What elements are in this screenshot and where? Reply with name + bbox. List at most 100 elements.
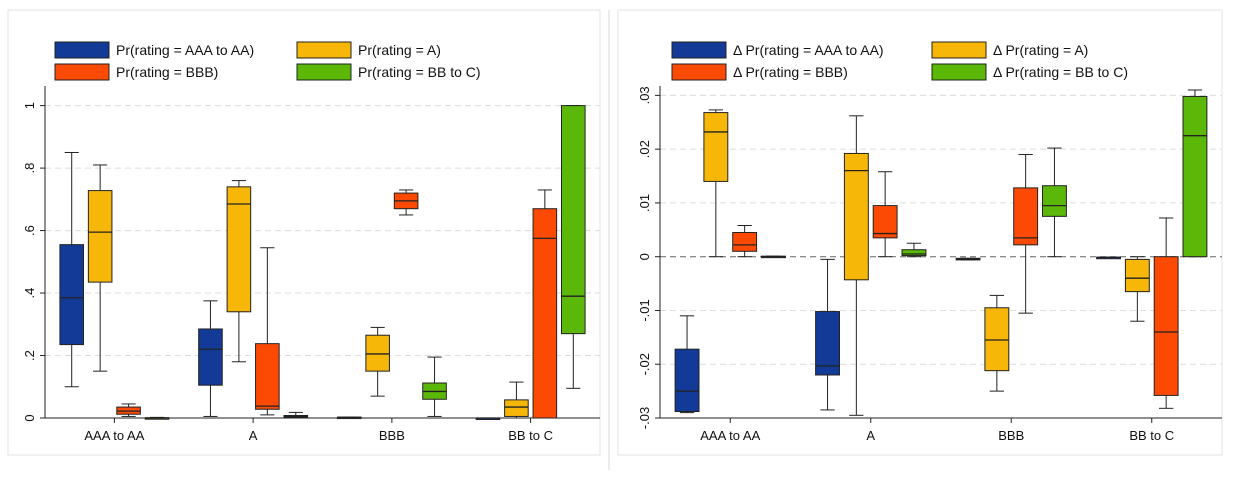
legend-item-2: Δ Pr(rating = A)	[931, 41, 1088, 59]
y-tick-label: .01	[637, 194, 652, 212]
box-body	[1013, 187, 1039, 246]
legend-label: Pr(rating = AAA to AA)	[116, 42, 254, 58]
box-3-1	[732, 225, 758, 258]
box-3-2	[872, 171, 898, 258]
box-body	[532, 208, 558, 419]
box-body	[59, 244, 85, 346]
box-1-2	[198, 300, 223, 417]
box-4-4	[560, 105, 586, 389]
box-body	[560, 105, 586, 335]
box-1-3	[336, 416, 362, 420]
box-2-1	[703, 109, 729, 258]
x-tick-label: BBB	[379, 428, 405, 443]
box-body	[732, 231, 758, 252]
right-chart-panel: -.03 -.02 -.01 0 .01 .02 .03 AAA to AA A BBB BB to…	[617, 9, 1223, 456]
legend-item-1: Pr(rating = AAA to AA)	[54, 41, 254, 59]
box-1-4	[1096, 256, 1121, 260]
box-2-3	[984, 294, 1010, 392]
y-tick-label: -.02	[637, 353, 652, 375]
legend-label: Pr(rating = A)	[358, 42, 441, 58]
x-tick-label: BBB	[998, 428, 1024, 443]
legend-label: Δ Pr(rating = A)	[993, 42, 1088, 58]
box-1-3	[955, 257, 981, 261]
legend-label: Δ Pr(rating = AAA to AA)	[733, 42, 884, 58]
box-body	[872, 205, 898, 239]
box-4-4	[1182, 89, 1208, 258]
legend-swatch	[54, 41, 110, 59]
y-tick-label: 0	[637, 253, 652, 260]
y-tick-label: .2	[22, 350, 37, 361]
box-4-1	[761, 255, 786, 259]
box-2-2	[843, 115, 869, 416]
box-1-1	[674, 315, 700, 414]
box-4-3	[422, 356, 447, 417]
y-tick-label: .02	[637, 140, 652, 158]
legend-swatch	[54, 63, 110, 81]
box-body	[365, 334, 390, 372]
x-tick-label: A	[249, 428, 258, 443]
box-3-4	[532, 189, 558, 419]
box-body	[901, 249, 927, 257]
box-body	[703, 112, 729, 182]
box-2-3	[365, 326, 390, 397]
box-2-1	[87, 164, 113, 372]
box-2-4	[504, 381, 529, 419]
legend-label: Δ Pr(rating = BB to C)	[993, 64, 1128, 80]
box-4-3	[1042, 147, 1067, 258]
box-body	[255, 343, 280, 410]
box-2-2	[226, 180, 252, 363]
box-1-2	[815, 258, 840, 411]
box-4-2	[901, 242, 927, 258]
y-tick-label: .4	[22, 288, 37, 299]
box-body	[815, 311, 840, 376]
legend-item-1: Δ Pr(rating = AAA to AA)	[671, 41, 884, 59]
x-tick-label: A	[866, 428, 875, 443]
box-body	[1124, 258, 1150, 293]
y-tick-label: 1	[22, 102, 37, 109]
legend-item-3: Pr(rating = BBB)	[54, 63, 218, 81]
y-tick-label: .03	[637, 86, 652, 104]
box-2-4	[1124, 256, 1150, 322]
legend-item-3: Δ Pr(rating = BBB)	[671, 63, 848, 81]
box-body	[87, 190, 113, 283]
x-tick-label: AAA to AA	[84, 428, 144, 443]
box-3-4	[1153, 217, 1179, 409]
box-body	[984, 307, 1010, 372]
x-tick-label: AAA to AA	[700, 428, 760, 443]
box-body	[504, 399, 529, 417]
legend-item-4: Δ Pr(rating = BB to C)	[931, 63, 1128, 81]
legend-swatch	[931, 63, 987, 81]
box-4-2	[283, 411, 309, 419]
box-body	[1153, 256, 1179, 396]
x-tick-label: BB to C	[508, 428, 553, 443]
chart-frame	[617, 9, 1223, 456]
box-1-4	[475, 417, 501, 420]
y-tick-label: -.01	[637, 299, 652, 321]
box-3-2	[255, 247, 280, 416]
box-body	[198, 328, 223, 386]
box-1-1	[59, 151, 85, 388]
legend-swatch	[671, 41, 727, 59]
legend-swatch	[296, 41, 352, 59]
y-tick-label: 0	[22, 414, 37, 421]
y-tick-label: .6	[22, 225, 37, 236]
legend-label: Δ Pr(rating = BBB)	[733, 64, 848, 80]
box-body	[1042, 185, 1067, 217]
box-4-1	[144, 416, 170, 420]
legend-label: Pr(rating = BB to C)	[358, 64, 481, 80]
y-tick-label: -.03	[637, 407, 652, 429]
legend-item-2: Pr(rating = A)	[296, 41, 441, 59]
x-tick-label: BB to C	[1129, 428, 1174, 443]
left-chart-panel: 0 .2 .4 .6 .8 1 AAA to AA A BBB BB to C Pr(rating …	[7, 9, 601, 456]
box-3-3	[393, 189, 419, 216]
legend-swatch	[671, 63, 727, 81]
legend-swatch	[296, 63, 352, 81]
box-body	[843, 152, 869, 281]
legend-item-4: Pr(rating = BB to C)	[296, 63, 481, 81]
y-tick-label: .8	[22, 163, 37, 174]
box-3-3	[1013, 154, 1039, 314]
box-body	[1182, 95, 1208, 258]
legend-label: Pr(rating = BBB)	[116, 64, 218, 80]
legend-swatch	[931, 41, 987, 59]
